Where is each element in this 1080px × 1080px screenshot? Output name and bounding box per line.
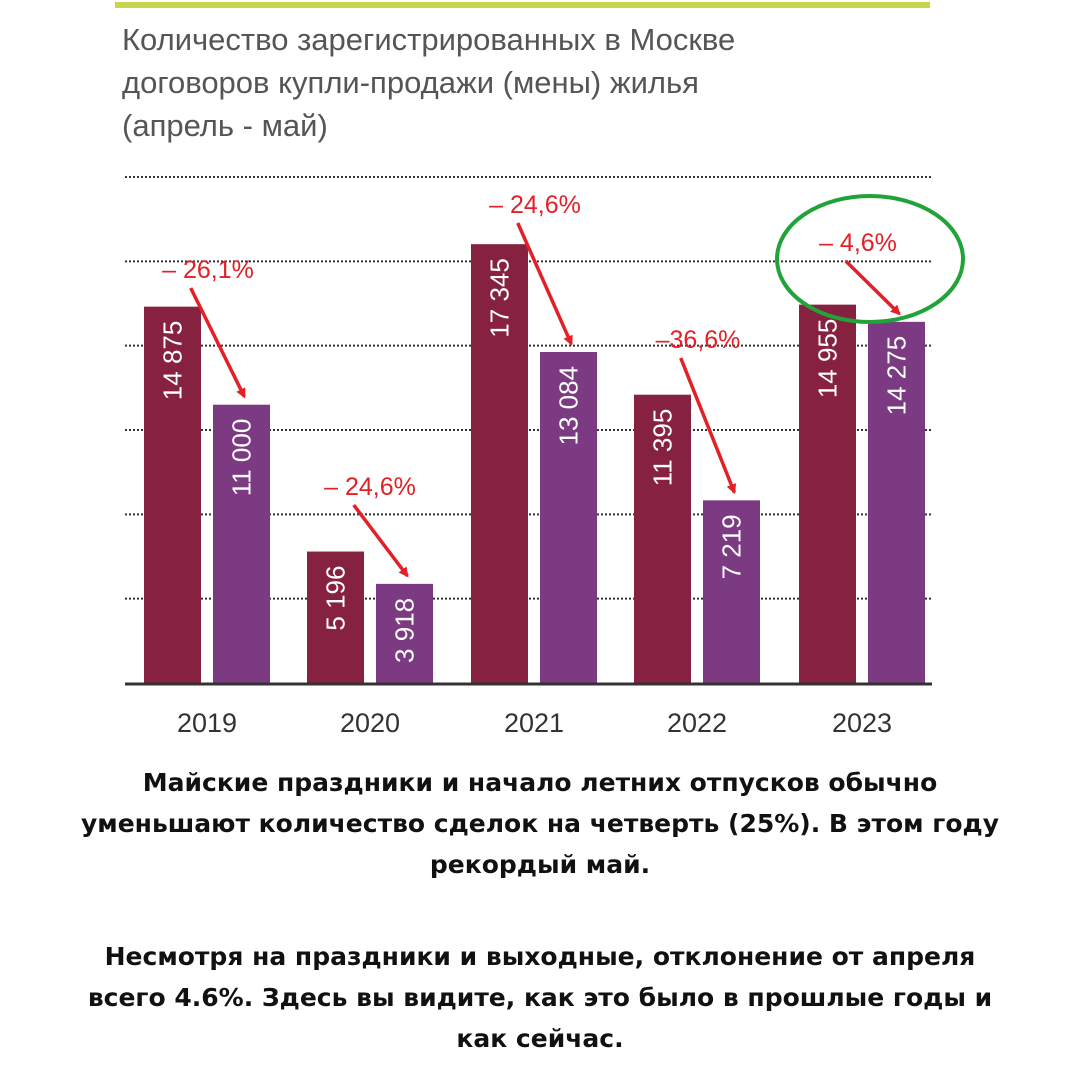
x-tick-label-2023: 2023 xyxy=(832,708,892,738)
caption-2-line-3: как сейчас. xyxy=(456,1024,624,1053)
bar-april-2022 xyxy=(634,394,691,683)
caption-1-line-1: Майские праздники и начало летних отпуск… xyxy=(142,768,938,797)
change-label-2020: – 24,6% xyxy=(324,473,416,501)
bar-may-2021 xyxy=(540,351,597,683)
chart-title-line-1: Количество зарегистрированных в Москве xyxy=(122,22,736,57)
highlight-circle-2023 xyxy=(775,194,965,324)
change-label-2019: – 26,1% xyxy=(162,256,254,284)
value-label-may-2022: 7 219 xyxy=(717,514,747,579)
value-label-april-2020: 5 196 xyxy=(321,566,351,631)
caption-1-line-2: уменьшают количество сделок на четверть … xyxy=(80,809,1000,838)
change-arrow-2022 xyxy=(679,357,737,495)
x-tick-label-2021: 2021 xyxy=(504,708,564,738)
bar-april-2019 xyxy=(144,306,201,683)
x-tick-label-2022: 2022 xyxy=(667,708,727,738)
value-label-may-2019: 11 000 xyxy=(227,419,257,497)
value-label-may-2020: 3 918 xyxy=(390,598,420,663)
change-label-2022: –36,6% xyxy=(656,326,741,354)
bar-april-2020 xyxy=(307,551,364,683)
bar-may-2022 xyxy=(703,500,760,683)
change-arrow-2023 xyxy=(844,259,901,316)
value-label-april-2021: 17 345 xyxy=(485,258,515,338)
caption-2-line-1: Несмотря на праздники и выходные, отклон… xyxy=(104,942,976,971)
bar-may-2020 xyxy=(376,583,433,683)
x-axis: 2019 2020 2021 2022 2023 xyxy=(125,682,932,738)
top-accent-rule xyxy=(115,2,930,8)
caption-1-line-3: рекордый май. xyxy=(429,850,651,879)
caption-2-line-2: всего 4.6%. Здесь вы видите, как это был… xyxy=(87,983,993,1012)
caption-paragraph-2: Несмотря на праздники и выходные, отклон… xyxy=(30,936,1050,1059)
change-arrow-2019 xyxy=(189,287,246,399)
bar-may-2023 xyxy=(868,321,925,683)
caption-paragraph-1: Майские праздники и начало летних отпуск… xyxy=(30,762,1050,885)
change-arrow-2020 xyxy=(352,503,409,578)
chart-title-line-3: (апрель - май) xyxy=(122,108,328,143)
x-tick-label-2020: 2020 xyxy=(340,708,400,738)
bar-chart: 14 875 11 000 5 196 3 918 17 345 13 084 11 395… xyxy=(125,176,965,738)
chart-title: Количество зарегистрированных в Москве д… xyxy=(122,18,922,147)
bar-april-2021 xyxy=(471,244,528,683)
value-label-april-2023: 14 955 xyxy=(813,319,843,399)
change-label-2023: – 4,6% xyxy=(819,229,897,257)
value-label-april-2022: 11 395 xyxy=(648,409,678,487)
value-label-may-2023: 14 275 xyxy=(882,336,912,416)
gridlines xyxy=(125,176,932,600)
bars: 14 875 11 000 5 196 3 918 17 345 13 084 11 395… xyxy=(144,244,925,683)
change-arrow-2021 xyxy=(516,222,573,346)
chart-title-line-2: договоров купли-продажи (мены) жилья xyxy=(122,65,699,100)
bar-may-2019 xyxy=(213,404,270,683)
change-arrows: – 26,1% – 24,6% – 24,6% –36,6% – 4,6% xyxy=(162,191,965,578)
value-label-may-2021: 13 084 xyxy=(554,366,584,446)
value-label-april-2019: 14 875 xyxy=(158,321,188,401)
bar-april-2023 xyxy=(799,304,856,683)
x-tick-label-2019: 2019 xyxy=(177,708,237,738)
change-label-2021: – 24,6% xyxy=(489,191,581,219)
